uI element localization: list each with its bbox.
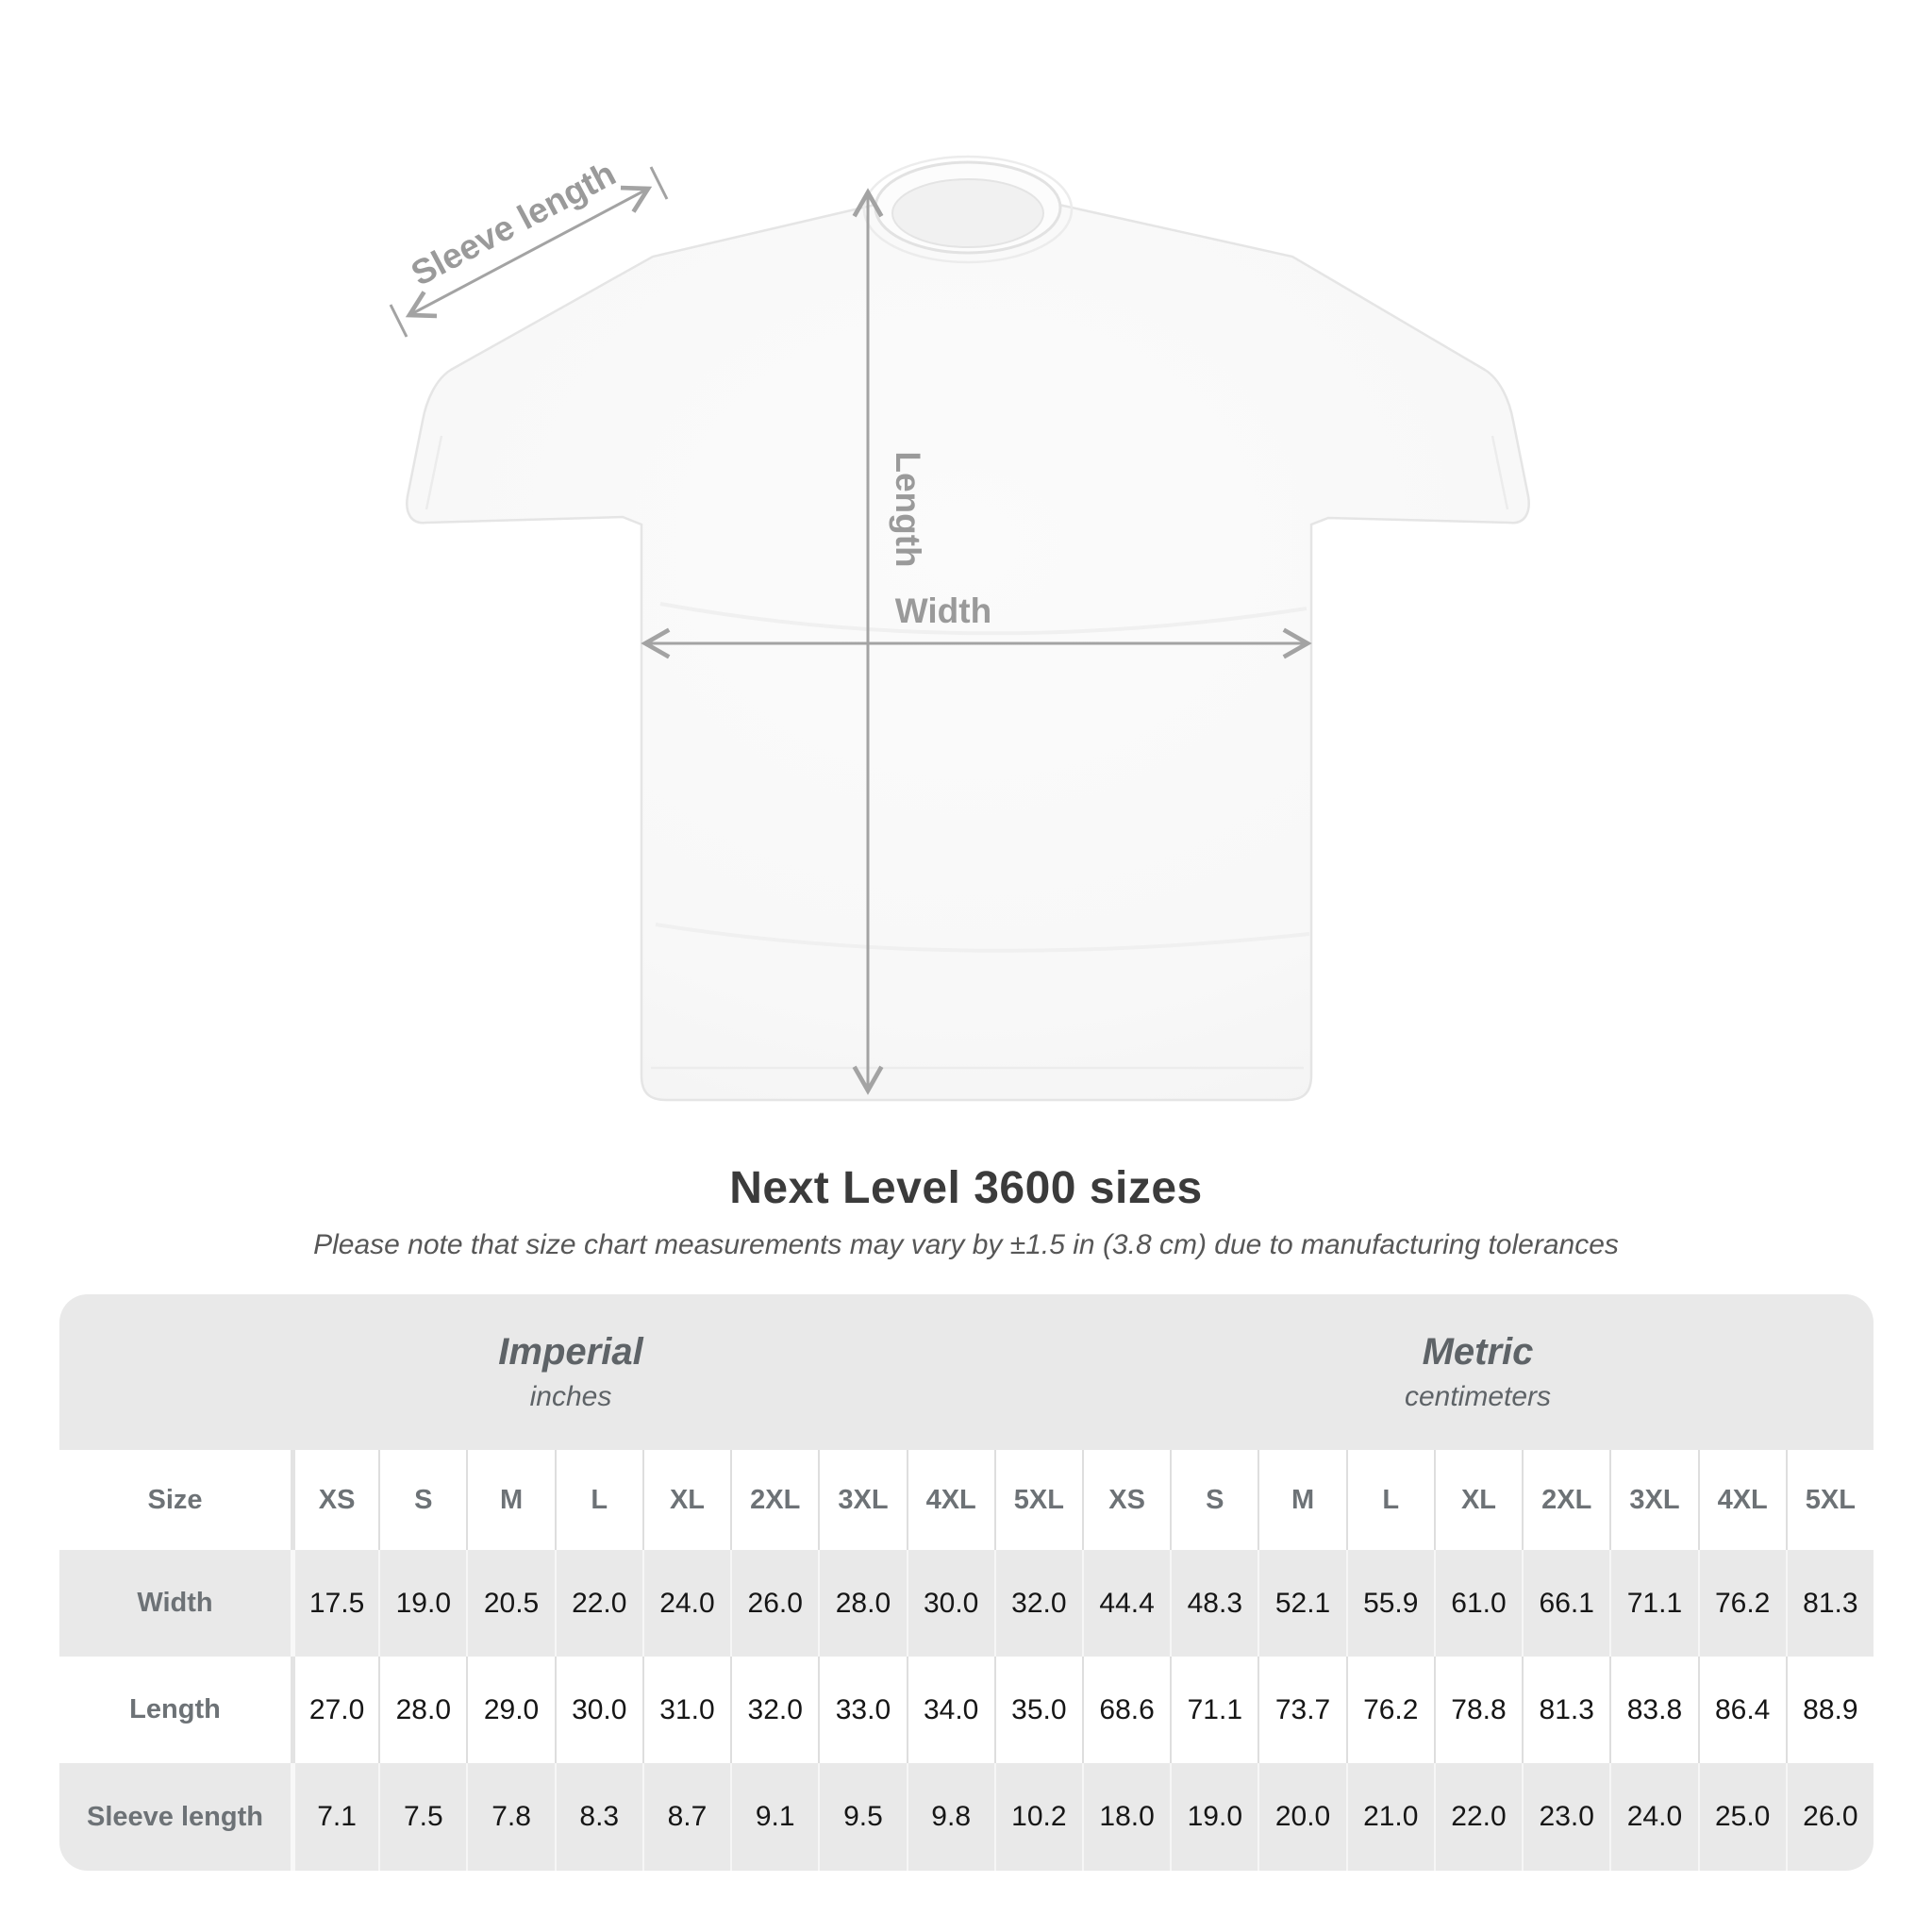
- value-cell: 48.3: [1170, 1550, 1258, 1657]
- value-cell: 25.0: [1697, 1763, 1786, 1871]
- value-cell: 71.1: [1170, 1657, 1258, 1763]
- page-title: Next Level 3600 sizes: [729, 1163, 1203, 1213]
- unit-group-header: Metric centimeters: [1081, 1294, 1874, 1450]
- value-cell: 76.2: [1697, 1550, 1786, 1657]
- column-header-cell: L: [1345, 1450, 1434, 1550]
- value-cell: 9.5: [818, 1763, 907, 1871]
- value-cell: 23.0: [1522, 1763, 1610, 1871]
- value-cell: 7.5: [378, 1763, 467, 1871]
- unit-group-unit: centimeters: [1404, 1381, 1552, 1412]
- value-cell: 78.8: [1433, 1657, 1523, 1763]
- value-cell: 26.0: [1785, 1763, 1874, 1871]
- tshirt-body: [406, 202, 1530, 1102]
- collar-opening: [891, 178, 1044, 248]
- value-cell: 55.9: [1345, 1550, 1434, 1657]
- column-header-cell: 2XL: [730, 1450, 819, 1550]
- row-label-cell: Sleeve length: [59, 1763, 291, 1871]
- unit-group-name: Metric: [1422, 1331, 1534, 1373]
- value-cell: 19.0: [1170, 1763, 1258, 1871]
- value-cell: 21.0: [1345, 1763, 1434, 1871]
- column-header-cell: XL: [1433, 1450, 1523, 1550]
- column-header-cell: L: [554, 1450, 642, 1550]
- column-header-cell: M: [466, 1450, 555, 1550]
- column-header-cell: S: [1170, 1450, 1258, 1550]
- value-cell: 27.0: [291, 1657, 379, 1763]
- value-cell: 18.0: [1081, 1763, 1171, 1871]
- value-cell: 9.8: [906, 1763, 994, 1871]
- value-cell: 29.0: [466, 1657, 555, 1763]
- sleeve-length-arrow: [405, 185, 653, 319]
- unit-group-header: Imperial inches: [59, 1294, 1082, 1450]
- width-label: Width: [895, 591, 991, 630]
- value-cell: 73.7: [1257, 1657, 1346, 1763]
- value-cell: 52.1: [1257, 1550, 1346, 1657]
- value-cell: 28.0: [378, 1657, 467, 1763]
- value-cell: 32.0: [993, 1550, 1082, 1657]
- unit-group-unit: inches: [529, 1381, 612, 1412]
- column-header-cell: 4XL: [906, 1450, 994, 1550]
- tshirt-diagram: Sleeve length Length Width: [389, 154, 1530, 1102]
- value-cell: 8.7: [641, 1763, 731, 1871]
- unit-group-name: Imperial: [498, 1331, 643, 1373]
- column-header-cell: 5XL: [993, 1450, 1082, 1550]
- value-cell: 24.0: [641, 1550, 731, 1657]
- value-cell: 35.0: [993, 1657, 1082, 1763]
- title-block: Next Level 3600 sizes Please note that s…: [0, 1162, 1932, 1261]
- value-cell: 19.0: [378, 1550, 467, 1657]
- value-cell: 26.0: [730, 1550, 819, 1657]
- value-cell: 7.1: [291, 1763, 379, 1871]
- value-cell: 7.8: [466, 1763, 555, 1871]
- column-header-cell: XS: [1081, 1450, 1171, 1550]
- column-header-cell: S: [378, 1450, 467, 1550]
- wrinkle-line: [655, 923, 1310, 953]
- row-label-cell: Length: [59, 1657, 291, 1763]
- value-cell: 17.5: [291, 1550, 379, 1657]
- value-cell: 81.3: [1785, 1550, 1874, 1657]
- value-cell: 24.0: [1609, 1763, 1698, 1871]
- value-cell: 31.0: [641, 1657, 731, 1763]
- value-cell: 22.0: [554, 1550, 642, 1657]
- value-cell: 9.1: [730, 1763, 819, 1871]
- value-cell: 30.0: [554, 1657, 642, 1763]
- column-header-cell: 5XL: [1785, 1450, 1874, 1550]
- value-cell: 88.9: [1785, 1657, 1874, 1763]
- value-cell: 44.4: [1081, 1550, 1171, 1657]
- value-cell: 10.2: [993, 1763, 1082, 1871]
- value-cell: 32.0: [730, 1657, 819, 1763]
- value-cell: 34.0: [906, 1657, 994, 1763]
- row-label-cell: Width: [59, 1550, 291, 1657]
- column-header-cell: 3XL: [1609, 1450, 1698, 1550]
- value-cell: 76.2: [1345, 1657, 1434, 1763]
- column-header-cell: 2XL: [1522, 1450, 1610, 1550]
- column-header-cell: XS: [291, 1450, 379, 1550]
- value-cell: 20.0: [1257, 1763, 1346, 1871]
- sleeve-hem-left: [425, 435, 443, 510]
- value-cell: 20.5: [466, 1550, 555, 1657]
- value-cell: 30.0: [906, 1550, 994, 1657]
- length-label: Length: [889, 451, 927, 567]
- value-cell: 81.3: [1522, 1657, 1610, 1763]
- value-cell: 61.0: [1433, 1550, 1523, 1657]
- value-cell: 22.0: [1433, 1763, 1523, 1871]
- column-header-cell: M: [1257, 1450, 1346, 1550]
- value-cell: 28.0: [818, 1550, 907, 1657]
- column-header-cell: XL: [641, 1450, 731, 1550]
- sleeve-length-label: Sleeve length: [405, 154, 622, 293]
- value-cell: 66.1: [1522, 1550, 1610, 1657]
- size-header-cell: Size: [59, 1450, 291, 1550]
- value-cell: 33.0: [818, 1657, 907, 1763]
- size-table: Imperial inches Metric centimeters Size XS S M L…: [59, 1294, 1874, 1871]
- tolerance-note: Please note that size chart measurements…: [313, 1229, 1619, 1260]
- value-cell: 83.8: [1609, 1657, 1698, 1763]
- value-cell: 8.3: [554, 1763, 642, 1871]
- sleeve-hem-right: [1491, 435, 1509, 510]
- value-cell: 71.1: [1609, 1550, 1698, 1657]
- value-cell: 68.6: [1081, 1657, 1171, 1763]
- column-header-cell: 4XL: [1697, 1450, 1786, 1550]
- value-cell: 86.4: [1697, 1657, 1786, 1763]
- column-header-cell: 3XL: [818, 1450, 907, 1550]
- sleeve-arrow-end-tick: [649, 166, 669, 200]
- sleeve-arrow-end-tick: [389, 304, 408, 338]
